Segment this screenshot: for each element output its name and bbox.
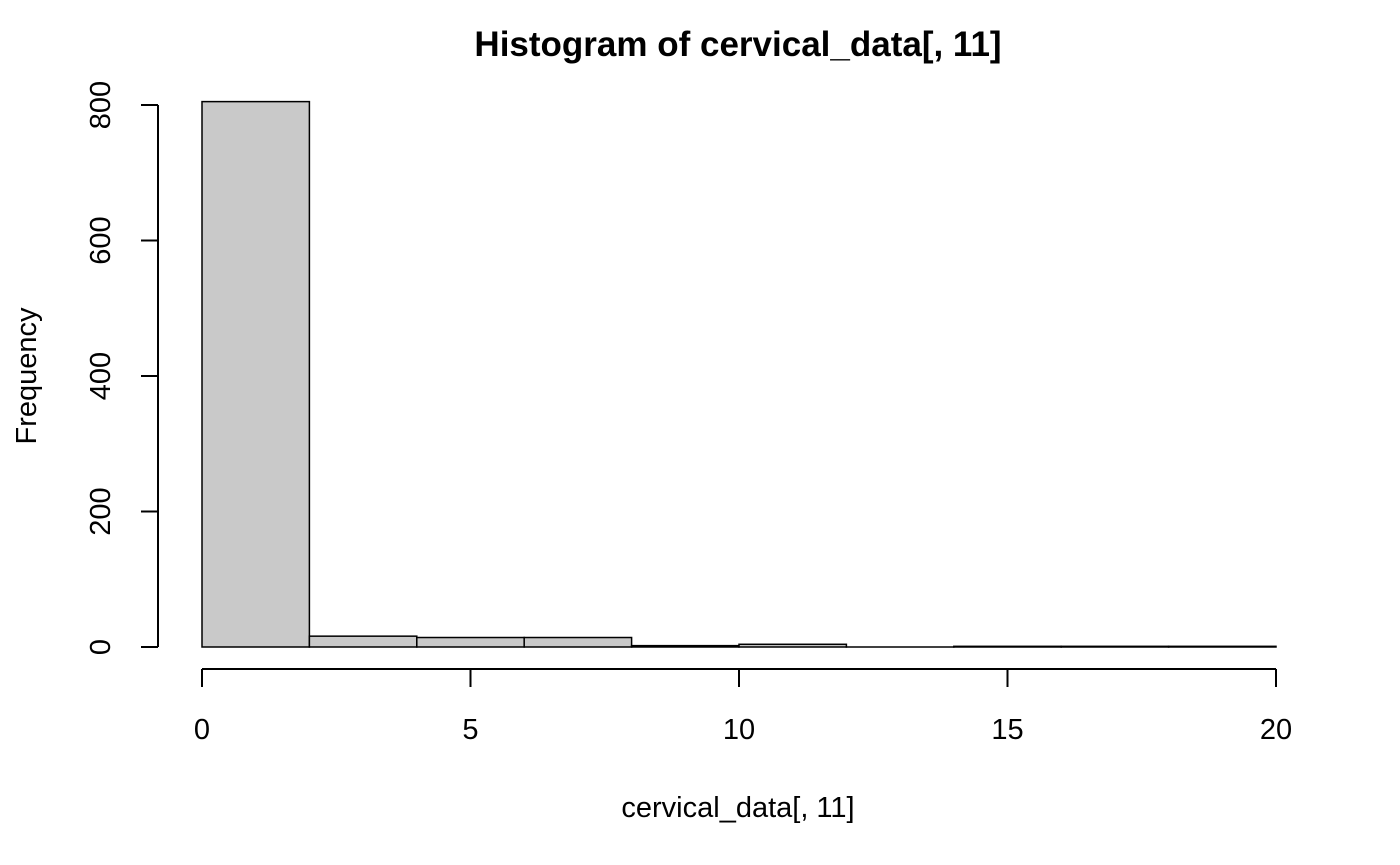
histogram-bar-1 xyxy=(201,100,311,648)
histogram-bar-10 xyxy=(1167,645,1277,648)
y-axis-label: Frequency xyxy=(11,307,43,445)
histogram-bars xyxy=(201,100,1277,648)
histogram-bar-3 xyxy=(416,636,525,648)
histogram-bar-9 xyxy=(1060,645,1170,648)
x-tick-label: 5 xyxy=(462,714,478,746)
histogram-bar-8 xyxy=(953,645,1062,648)
y-tick-label: 800 xyxy=(85,81,117,129)
histogram-bar-6 xyxy=(738,643,848,648)
x-axis-label: cervical_data[, 11] xyxy=(621,792,854,824)
histogram-bar-4 xyxy=(523,636,633,648)
y-tick-label: 200 xyxy=(85,487,117,535)
y-tick-label: 600 xyxy=(85,216,117,264)
histogram-bar-5 xyxy=(630,644,740,648)
x-tick-label: 20 xyxy=(1260,714,1292,746)
y-axis: 0 200 400 600 800 xyxy=(85,81,159,655)
chart-title: Histogram of cervical_data[, 11] xyxy=(474,25,1001,64)
y-tick-label: 0 xyxy=(85,639,117,655)
histogram-bar-2 xyxy=(308,635,418,648)
x-tick-label: 15 xyxy=(991,714,1023,746)
y-tick-label: 400 xyxy=(85,352,117,400)
x-tick-label: 10 xyxy=(723,714,755,746)
x-axis: 0 5 10 15 20 xyxy=(194,668,1292,746)
x-tick-label: 0 xyxy=(194,714,210,746)
